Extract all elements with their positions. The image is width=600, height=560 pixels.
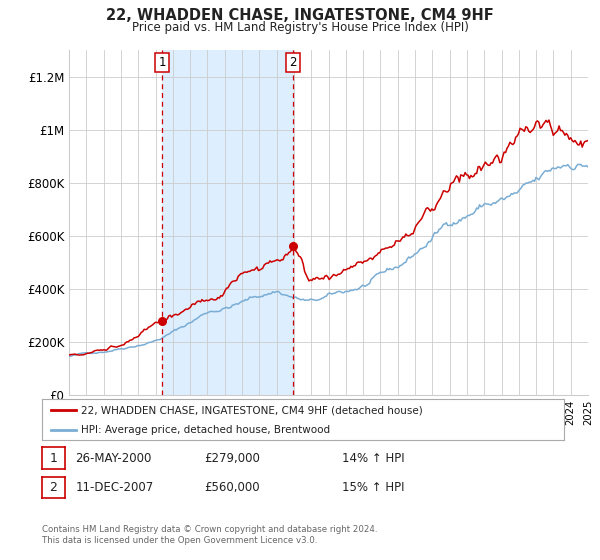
Text: Price paid vs. HM Land Registry's House Price Index (HPI): Price paid vs. HM Land Registry's House … [131,21,469,34]
Text: HPI: Average price, detached house, Brentwood: HPI: Average price, detached house, Bren… [81,424,330,435]
Text: 14% ↑ HPI: 14% ↑ HPI [342,451,404,465]
Text: 2: 2 [289,56,296,69]
Text: Contains HM Land Registry data © Crown copyright and database right 2024.: Contains HM Land Registry data © Crown c… [42,525,377,534]
Text: 1: 1 [158,56,166,69]
Text: £560,000: £560,000 [204,481,260,494]
Text: 1: 1 [49,451,58,465]
Text: 15% ↑ HPI: 15% ↑ HPI [342,481,404,494]
Text: 26-MAY-2000: 26-MAY-2000 [76,451,152,465]
Text: £279,000: £279,000 [204,451,260,465]
Text: 22, WHADDEN CHASE, INGATESTONE, CM4 9HF (detached house): 22, WHADDEN CHASE, INGATESTONE, CM4 9HF … [81,405,423,415]
Text: 11-DEC-2007: 11-DEC-2007 [76,481,154,494]
Text: 2: 2 [49,481,58,494]
Text: 22, WHADDEN CHASE, INGATESTONE, CM4 9HF: 22, WHADDEN CHASE, INGATESTONE, CM4 9HF [106,8,494,24]
Text: This data is licensed under the Open Government Licence v3.0.: This data is licensed under the Open Gov… [42,536,317,545]
Bar [162,50,293,395]
